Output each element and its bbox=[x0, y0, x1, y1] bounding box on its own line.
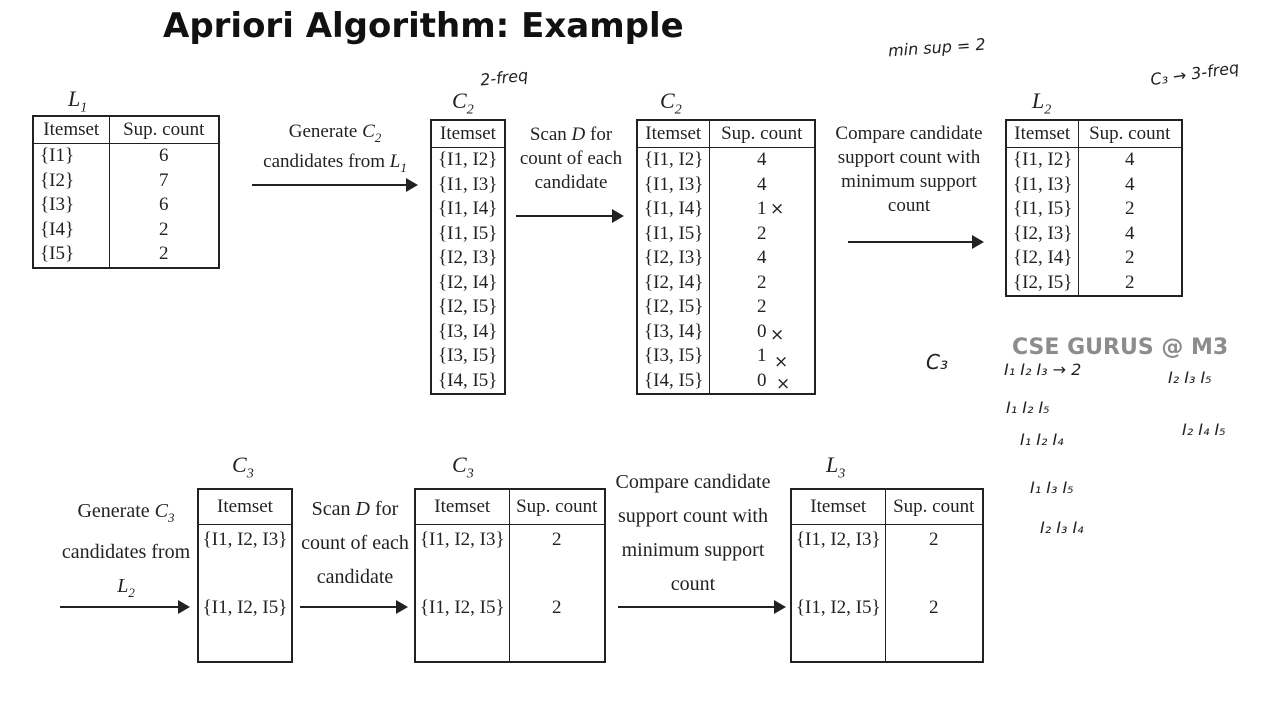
table-row: {I2, I3} bbox=[438, 247, 498, 269]
cross-mark-icon: × bbox=[774, 352, 789, 372]
table-row: {I2, I5} bbox=[438, 296, 498, 318]
itemset-header: Itemset bbox=[415, 489, 510, 525]
table-row: {I1, I2, I3} 2 bbox=[791, 524, 983, 593]
step-compare-support: Compare candidate support count with min… bbox=[835, 123, 983, 216]
table-row: {I1, I5} 2 bbox=[637, 221, 815, 246]
candidate-item: I₁ I₂ I₄ bbox=[1020, 430, 1064, 449]
arrow-right-icon bbox=[516, 209, 624, 223]
l1-label: L1 bbox=[68, 86, 88, 116]
arrow-right-icon bbox=[300, 600, 408, 614]
sup-count-header: Sup. count bbox=[885, 489, 983, 525]
table-row: {I2, I4} 2 bbox=[1006, 246, 1182, 271]
sup-count-header: Sup. count bbox=[1078, 120, 1182, 148]
table-row: {I1, I3} 4 bbox=[1006, 172, 1182, 197]
c3-candidates-label: C₃ bbox=[926, 350, 948, 374]
table-row: {I1, I2, I3} 2 bbox=[415, 524, 605, 593]
table-row: {I1, I5} 2 bbox=[1006, 197, 1182, 222]
table-row: {I2} 7 bbox=[33, 168, 219, 193]
table-row: {I2, I4} 2 bbox=[637, 270, 815, 295]
watermark: CSE GURUS @ M3 bbox=[1012, 335, 1229, 360]
itemset-header: Itemset bbox=[431, 120, 505, 148]
l3-label: L3 bbox=[826, 452, 846, 482]
table-row: {I1, I4} 1 bbox=[637, 197, 815, 222]
c2-count-label: C2 bbox=[660, 88, 682, 118]
three-freq-note: C₃ → 3-freq bbox=[1149, 57, 1241, 90]
table-row: {I1} 6 bbox=[33, 143, 219, 169]
table-row: {I1, I3} 4 bbox=[637, 172, 815, 197]
table-row: {I5} 2 bbox=[33, 242, 219, 268]
table-row: {I2, I4} bbox=[438, 271, 498, 293]
table-row: {I1, I2, I5} 2 bbox=[791, 593, 983, 662]
itemset-header: Itemset bbox=[33, 116, 110, 144]
c3-itemset-table: Itemset {I1, I2, I3} {I1, I2, I5} bbox=[197, 488, 293, 663]
page-title: Apriori Algorithm: Example bbox=[163, 6, 684, 46]
table-row: {I1, I2, I5} 2 bbox=[415, 593, 605, 662]
table-row: {I3, I5} 1 bbox=[637, 344, 815, 369]
table-row: {I2, I3} 4 bbox=[1006, 221, 1182, 246]
cross-mark-icon: × bbox=[770, 325, 785, 345]
table-row: {I3} 6 bbox=[33, 193, 219, 218]
table-row: {I1, I3} bbox=[438, 173, 498, 195]
sup-count-header: Sup. count bbox=[509, 489, 605, 525]
c3-label: C3 bbox=[232, 452, 254, 482]
candidate-item: I₂ I₄ I₅ bbox=[1182, 420, 1226, 439]
c2-itemset-table: Itemset {I1, I2} {I1, I3} {I1, I4} {I1, … bbox=[430, 119, 506, 395]
itemset-header: Itemset bbox=[791, 489, 886, 525]
l2-label: L2 bbox=[1032, 88, 1052, 118]
step-compare-support: Compare candidate support count with min… bbox=[615, 471, 771, 595]
table-row: {I2, I5} 2 bbox=[1006, 270, 1182, 296]
table-row: {I3, I5} bbox=[438, 345, 498, 367]
table-row: {I1, I2, I5} bbox=[202, 597, 288, 618]
itemset-header: Itemset bbox=[637, 120, 710, 148]
candidate-item: I₂ I₃ I₅ bbox=[1168, 368, 1212, 387]
table-row: {I4, I5} bbox=[438, 369, 498, 391]
table-row: {I3, I4} 0 bbox=[637, 319, 815, 344]
table-row: {I1, I5} bbox=[438, 222, 498, 244]
candidate-item: I₂ I₃ I₄ bbox=[1040, 518, 1084, 537]
arrow-right-icon bbox=[252, 178, 418, 192]
table-row: {I1, I2} 4 bbox=[1006, 147, 1182, 173]
candidate-item: I₁ I₂ I₃ → 2 bbox=[1004, 360, 1082, 379]
itemset-header: Itemset bbox=[198, 489, 292, 525]
table-row: {I2, I3} 4 bbox=[637, 246, 815, 271]
cross-mark-icon: × bbox=[776, 374, 791, 394]
cross-mark-icon: × bbox=[770, 199, 785, 219]
l2-table: Itemset Sup. count {I1, I2} 4 {I1, I3} 4 {… bbox=[1005, 119, 1183, 297]
table-row: {I4, I5} 0 bbox=[637, 368, 815, 394]
c2-count-table: Itemset Sup. count {I1, I2} 4 {I1, I3} 4 {… bbox=[636, 119, 816, 395]
candidate-item: I₁ I₂ I₅ bbox=[1006, 398, 1050, 417]
table-row: {I2, I5} 2 bbox=[637, 295, 815, 320]
table-row: {I1, I2} bbox=[438, 149, 498, 171]
l1-header-row: Itemset Sup. count bbox=[33, 116, 219, 144]
arrow-right-icon bbox=[60, 600, 190, 614]
table-row: {I1, I2} 4 bbox=[637, 147, 815, 173]
candidate-item: I₁ I₃ I₅ bbox=[1030, 478, 1074, 497]
sup-count-header: Sup. count bbox=[709, 120, 815, 148]
table-row: {I3, I4} bbox=[438, 320, 498, 342]
table-row: {I4} 2 bbox=[33, 217, 219, 242]
table-row: {I1, I4} bbox=[438, 198, 498, 220]
c3-count-label: C3 bbox=[452, 452, 474, 482]
sup-count-header: Sup. count bbox=[109, 116, 219, 144]
c2-label: C2 bbox=[452, 88, 474, 118]
two-freq-note: 2-freq bbox=[479, 65, 530, 90]
table-row: {I1, I2, I3} bbox=[202, 529, 288, 550]
step-generate-c3: Generate C3 candidates from L2 bbox=[61, 500, 191, 600]
min-sup-note: min sup = 2 bbox=[887, 34, 987, 61]
c3-count-table: Itemset Sup. count {I1, I2, I3} 2 {I1, I2… bbox=[414, 488, 606, 663]
arrow-right-icon bbox=[618, 600, 786, 614]
step-generate-c2: Generate C2 candidates from L1 bbox=[263, 121, 407, 175]
step-scan-d: Scan D for count of each candidate bbox=[519, 124, 623, 193]
step-scan-d: Scan D for count of each candidate bbox=[301, 498, 409, 588]
arrow-right-icon bbox=[848, 235, 984, 249]
l3-table: Itemset Sup. count {I1, I2, I3} 2 {I1, I2… bbox=[790, 488, 984, 663]
itemset-header: Itemset bbox=[1006, 120, 1079, 148]
l1-table: Itemset Sup. count {I1} 6 {I2} 7 {I3} 6 {I4… bbox=[32, 115, 220, 269]
